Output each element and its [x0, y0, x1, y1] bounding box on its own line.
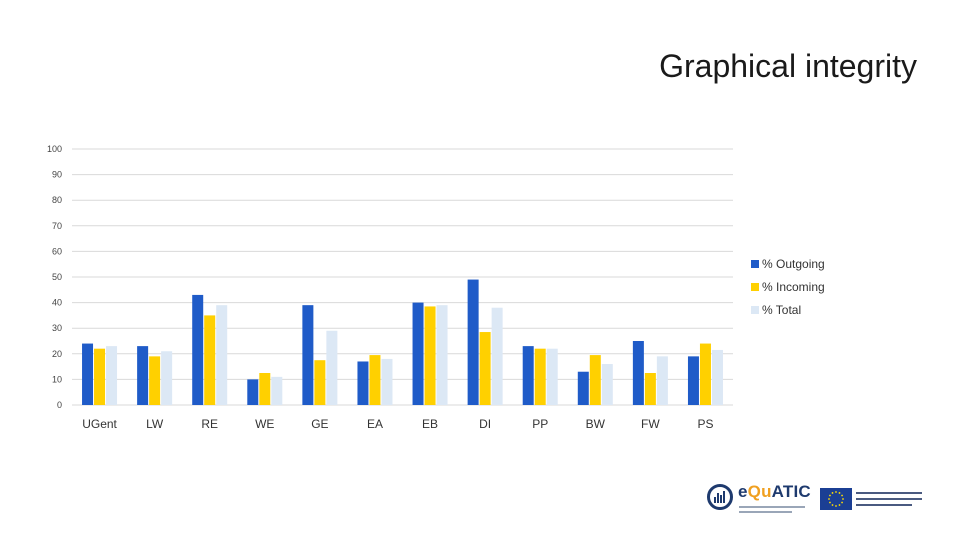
bar-di-outgoing — [467, 279, 479, 405]
y-tick-label: 50 — [52, 272, 62, 282]
eu-cofunded-text-icon — [856, 488, 922, 506]
bar-ps-incoming — [699, 343, 711, 405]
x-tick-label: EA — [367, 417, 383, 431]
eu-star — [829, 501, 831, 504]
bar-ea-incoming — [369, 355, 381, 405]
bar-ge-outgoing — [302, 305, 314, 405]
y-tick-label: 0 — [57, 400, 62, 410]
legend-label: % Total — [762, 303, 801, 317]
x-tick-label: PP — [532, 417, 548, 431]
legend: % Outgoing % Incoming % Total — [751, 257, 825, 317]
bar-lw-outgoing — [137, 346, 149, 405]
bar-we-total — [271, 376, 283, 405]
legend-swatch — [751, 260, 759, 268]
bar-ea-outgoing — [357, 361, 369, 405]
eu-star — [829, 494, 831, 497]
bar-di-incoming — [479, 332, 491, 405]
bar-eb-outgoing — [412, 302, 424, 405]
x-tick-label: LW — [146, 417, 164, 431]
bars — [82, 279, 723, 405]
eu-star — [831, 492, 834, 494]
x-tick-label: FW — [641, 417, 660, 431]
y-axis: 0 10 20 30 40 50 60 70 80 90 100 — [47, 144, 62, 410]
bar-fw-incoming — [644, 373, 656, 405]
eu-star — [838, 504, 841, 506]
x-tick-label: BW — [586, 417, 606, 431]
bar-re-total — [216, 305, 228, 405]
bar-bw-total — [601, 364, 613, 405]
x-tick-label: UGent — [82, 417, 117, 431]
y-tick-label: 20 — [52, 349, 62, 359]
bar-re-incoming — [204, 315, 216, 405]
eu-star — [831, 504, 834, 506]
eu-star — [838, 492, 841, 494]
bar-pp-incoming — [534, 348, 546, 405]
y-tick-label: 30 — [52, 323, 62, 333]
legend-swatch — [751, 306, 759, 314]
eu-star — [835, 505, 837, 507]
bar-ge-total — [326, 330, 338, 405]
x-tick-label: PS — [697, 417, 713, 431]
eu-flag-icon — [820, 488, 852, 510]
eu-star — [841, 501, 843, 504]
x-tick-label: WE — [255, 417, 274, 431]
gridlines — [72, 148, 733, 406]
bar-ea-total — [381, 358, 393, 405]
y-tick-label: 100 — [47, 144, 62, 154]
bar-ps-outgoing — [687, 356, 699, 405]
bar-pp-total — [546, 348, 558, 405]
bar-bw-outgoing — [577, 371, 589, 405]
y-tick-label: 40 — [52, 298, 62, 308]
x-tick-label: EB — [422, 417, 438, 431]
y-tick-label: 90 — [52, 170, 62, 180]
x-tick-label: RE — [201, 417, 218, 431]
bar-lw-incoming — [149, 356, 161, 405]
bar-ugent-total — [106, 346, 118, 405]
eu-star — [828, 498, 830, 500]
bar-bw-incoming — [589, 355, 601, 405]
eu-star — [842, 498, 844, 500]
bar-di-total — [491, 307, 503, 405]
equatic-wordmark: eQuATIC — [738, 482, 811, 501]
bar-lw-total — [161, 351, 173, 405]
bar-ugent-outgoing — [82, 343, 94, 405]
bar-we-incoming — [259, 373, 271, 405]
x-axis: UGent LW RE WE GE EA EB DI PP BW FW PS — [82, 417, 713, 431]
bar-ge-incoming — [314, 360, 326, 405]
x-tick-label: GE — [311, 417, 328, 431]
equatic-bars-icon — [714, 491, 726, 503]
equatic-tagline-icon — [739, 503, 805, 513]
bar-ps-total — [711, 349, 723, 405]
y-tick-label: 70 — [52, 221, 62, 231]
bar-eb-incoming — [424, 306, 436, 405]
bar-re-outgoing — [192, 294, 204, 405]
eu-star — [841, 494, 843, 497]
eu-cofunded-logo — [820, 486, 924, 514]
bar-pp-outgoing — [522, 346, 534, 405]
eu-star — [835, 491, 837, 493]
bar-ugent-incoming — [94, 348, 106, 405]
legend-label: % Incoming — [762, 280, 825, 294]
chart-title: Graphical integrity — [659, 48, 917, 84]
legend-swatch — [751, 283, 759, 291]
x-tick-label: DI — [479, 417, 491, 431]
bar-eb-total — [436, 305, 448, 405]
legend-label: % Outgoing — [762, 257, 825, 271]
bar-fw-outgoing — [632, 341, 644, 405]
y-tick-label: 10 — [52, 374, 62, 384]
equatic-mark-icon — [707, 484, 733, 510]
y-tick-label: 60 — [52, 246, 62, 256]
equatic-logo: eQuATIC — [707, 482, 811, 518]
bar-fw-total — [656, 356, 668, 405]
bar-we-outgoing — [247, 379, 259, 405]
y-tick-label: 80 — [52, 195, 62, 205]
